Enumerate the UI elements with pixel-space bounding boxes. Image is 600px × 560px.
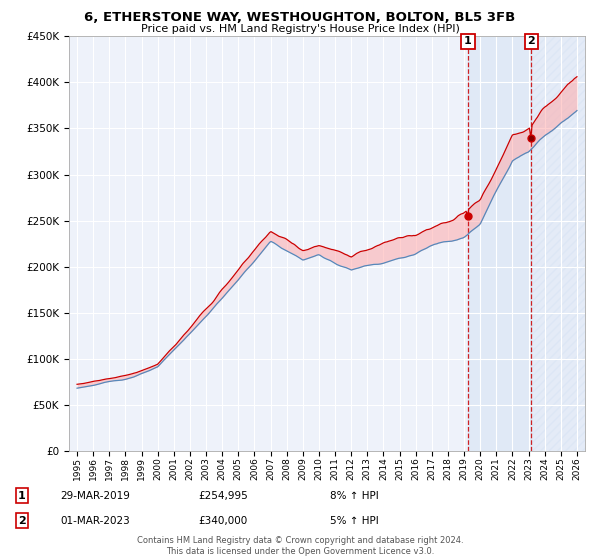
- Text: Contains HM Land Registry data © Crown copyright and database right 2024.
This d: Contains HM Land Registry data © Crown c…: [137, 536, 463, 556]
- Bar: [468, 36, 532, 451]
- Text: 2: 2: [527, 36, 535, 46]
- Text: 8% ↑ HPI: 8% ↑ HPI: [330, 491, 379, 501]
- Bar: [532, 36, 585, 451]
- Text: 29-MAR-2019: 29-MAR-2019: [60, 491, 130, 501]
- Text: 01-MAR-2023: 01-MAR-2023: [60, 516, 130, 526]
- Text: £254,995: £254,995: [198, 491, 248, 501]
- Text: 2: 2: [18, 516, 26, 526]
- Text: 1: 1: [18, 491, 26, 501]
- Text: 1: 1: [464, 36, 472, 46]
- Text: Price paid vs. HM Land Registry's House Price Index (HPI): Price paid vs. HM Land Registry's House …: [140, 24, 460, 34]
- Text: £340,000: £340,000: [198, 516, 247, 526]
- Text: 5% ↑ HPI: 5% ↑ HPI: [330, 516, 379, 526]
- Text: 6, ETHERSTONE WAY, WESTHOUGHTON, BOLTON, BL5 3FB: 6, ETHERSTONE WAY, WESTHOUGHTON, BOLTON,…: [85, 11, 515, 24]
